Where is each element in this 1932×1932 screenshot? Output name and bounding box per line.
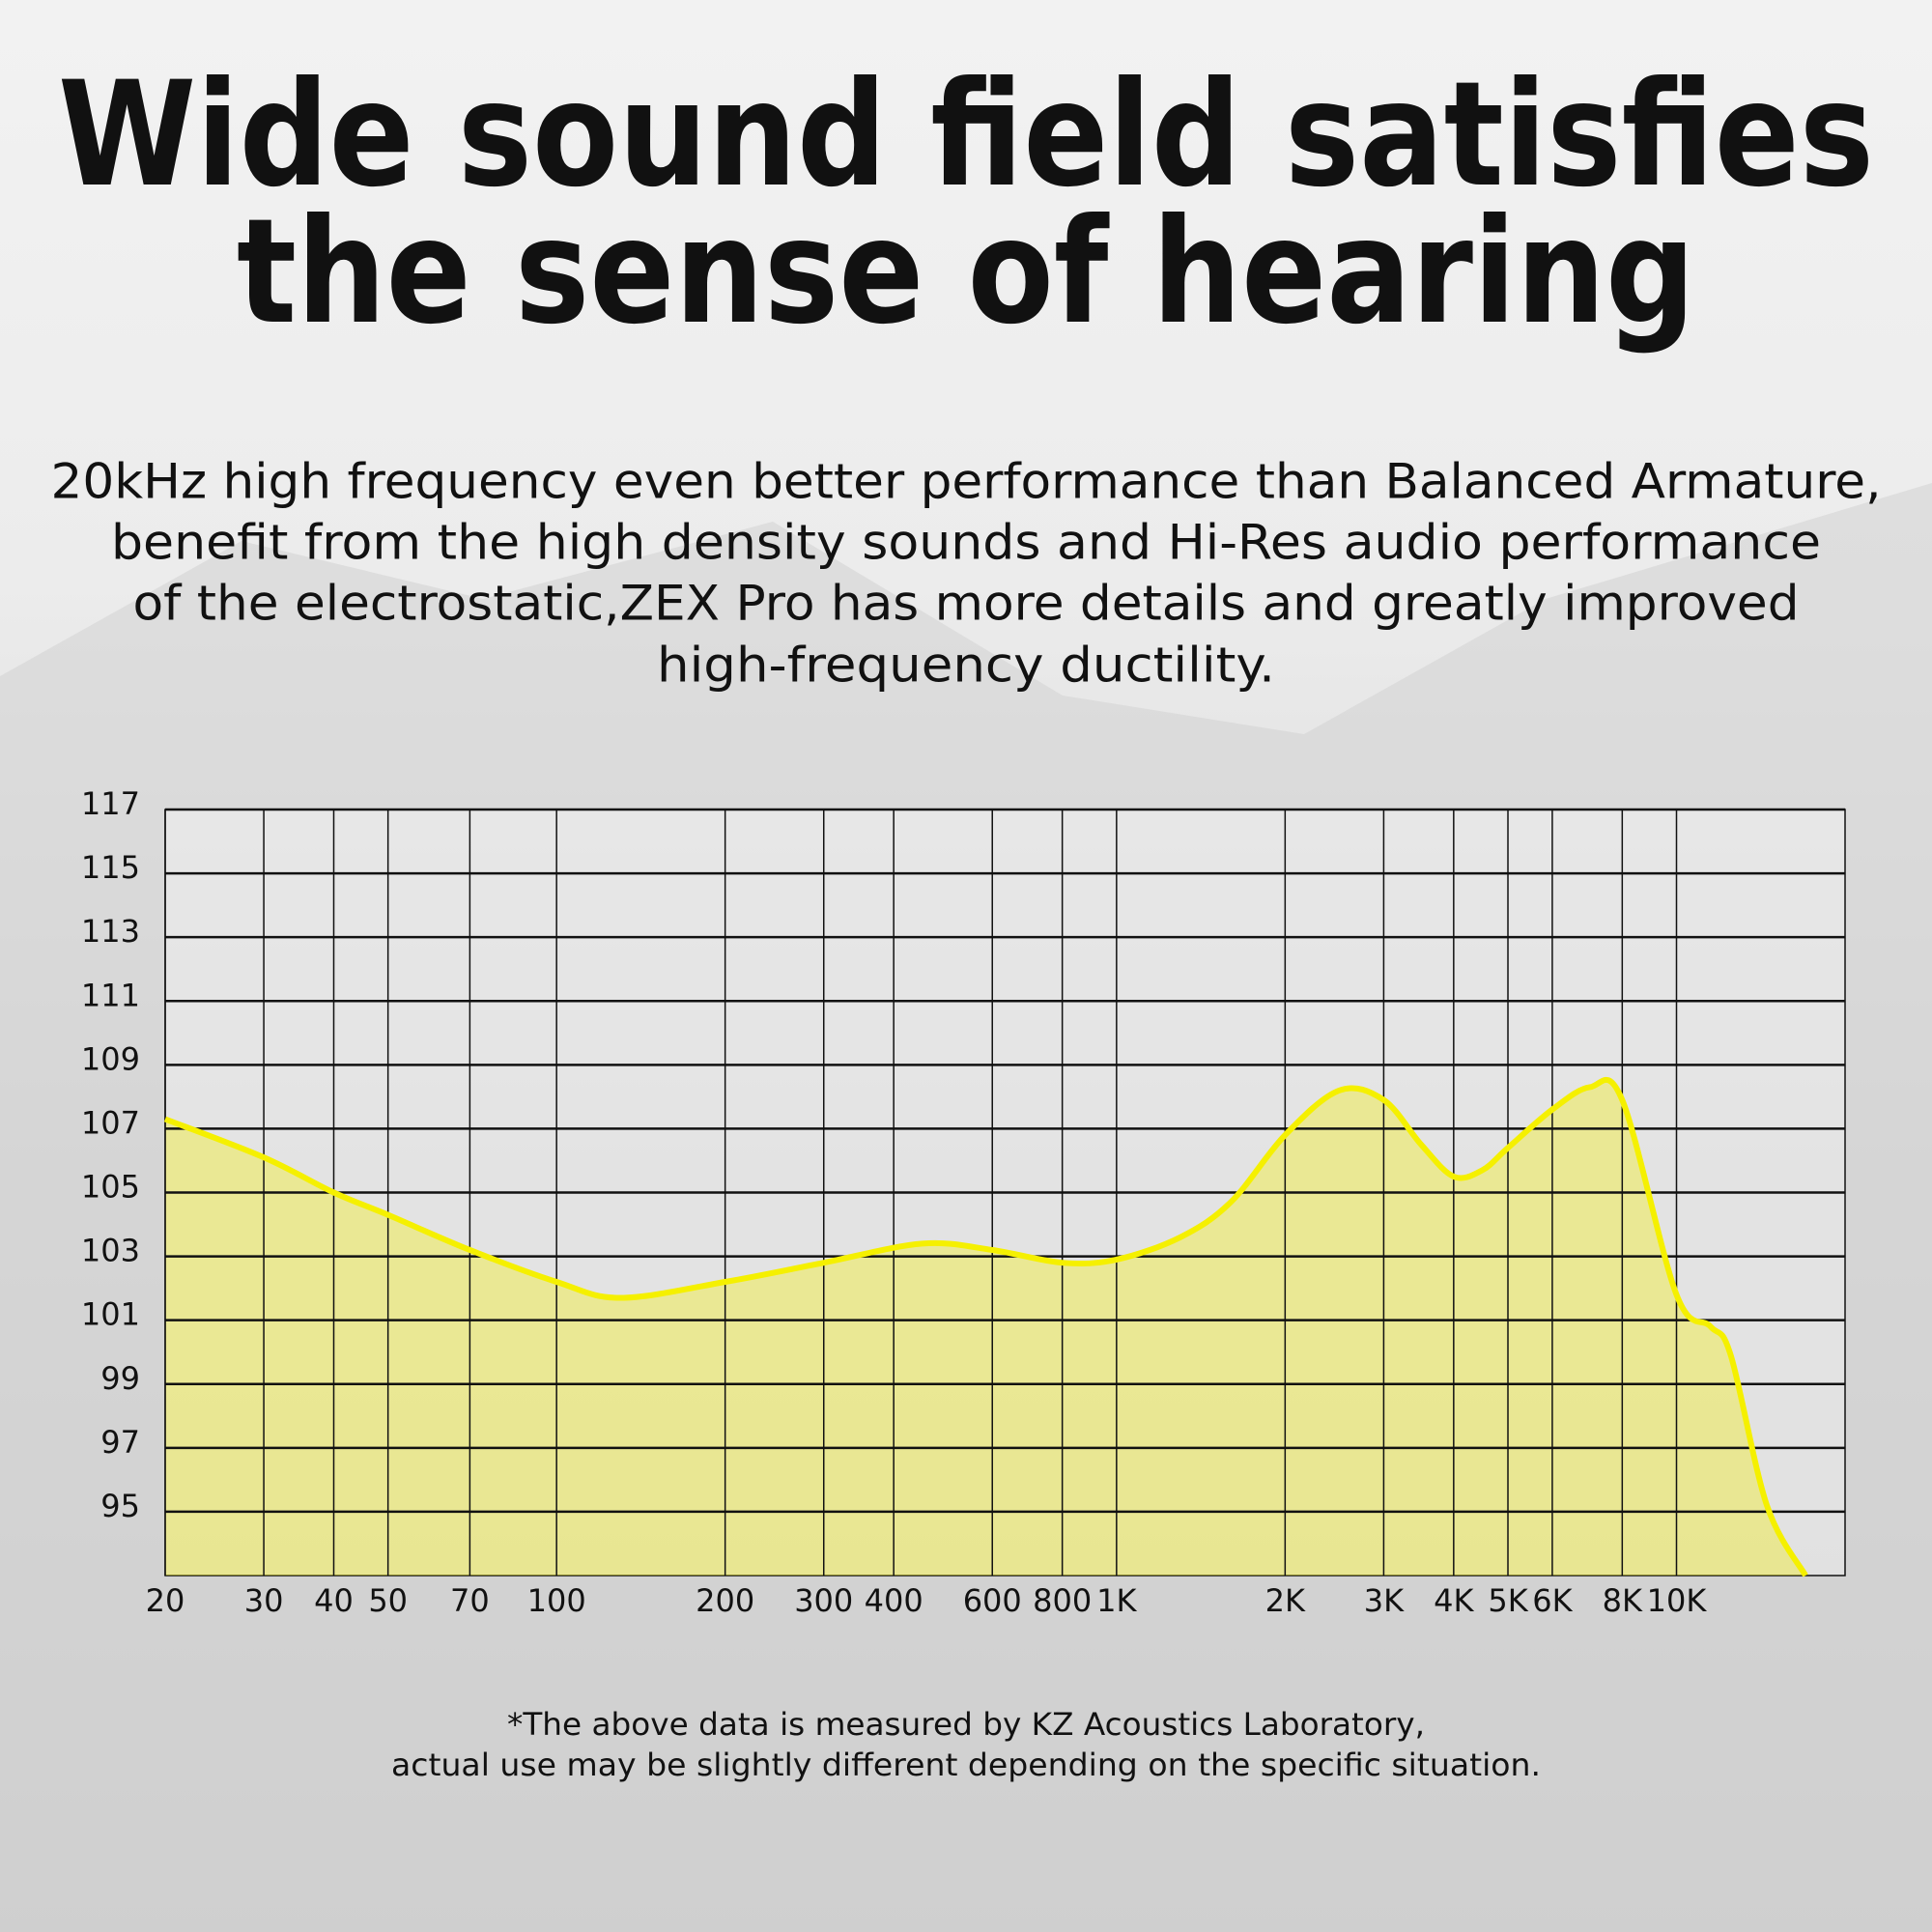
y-tick-label: 109 (81, 1040, 140, 1077)
x-tick-label: 200 (696, 1582, 754, 1619)
title-line: Wide sound field satisfies (58, 51, 1874, 219)
y-tick-label: 113 (81, 913, 140, 950)
x-tick-label: 600 (963, 1582, 1022, 1619)
x-tick-label: 300 (794, 1582, 853, 1619)
y-tick-label: 107 (81, 1104, 140, 1141)
y-tick-label: 95 (100, 1488, 140, 1524)
x-tick-label: 70 (450, 1582, 490, 1619)
x-tick-label: 3K (1364, 1582, 1405, 1619)
plot: 95 97 99 101 103 105 107 109 111 113 115 117 20 30 40 5… (81, 785, 1846, 1619)
x-tick-label: 50 (368, 1582, 408, 1619)
subtitle-line: 20kHz high frequency even better perform… (51, 454, 1882, 510)
x-tick-label: 5K (1488, 1582, 1528, 1619)
y-tick-label: 117 (81, 785, 140, 822)
mountains (0, 483, 1932, 1932)
y-tick-label: 97 (100, 1424, 140, 1461)
x-tick-label: 2K (1265, 1582, 1306, 1619)
title-line: the sense of hearing (237, 188, 1695, 356)
x-tick-label: 400 (865, 1582, 923, 1619)
x-tick-label: 20 (146, 1582, 185, 1619)
subtitle-line: of the electrostatic,ZEX Pro has more de… (133, 576, 1800, 632)
x-tick-label: 100 (527, 1582, 586, 1619)
x-tick-label: 1K (1096, 1582, 1137, 1619)
area (165, 1079, 1806, 1576)
x-tick-label: 6K (1532, 1582, 1573, 1619)
subtitle-line: high-frequency ductility. (657, 638, 1275, 694)
y-tick-label: 115 (81, 849, 140, 886)
footnote: *The above data is measured by KZ Acoust… (507, 1706, 1425, 1743)
subtitle-line: benefit from the high density sounds and… (111, 515, 1821, 571)
y-tick-label: 103 (81, 1233, 140, 1269)
x-tick-label: 40 (314, 1582, 354, 1619)
y-tick-label: 101 (81, 1296, 140, 1333)
x-tick-label: 4K (1434, 1582, 1474, 1619)
footnote: actual use may be slightly different dep… (391, 1747, 1541, 1783)
x-tick-label: 800 (1033, 1582, 1092, 1619)
y-tick-label: 111 (81, 977, 140, 1013)
x-tick-label: 10K (1647, 1582, 1708, 1619)
y-tick-label: 105 (81, 1169, 140, 1206)
x-tick-label: 30 (244, 1582, 284, 1619)
y-tick-label: 99 (100, 1360, 140, 1397)
line (163, 1076, 1808, 1577)
x-tick-label: 8K (1603, 1582, 1643, 1619)
